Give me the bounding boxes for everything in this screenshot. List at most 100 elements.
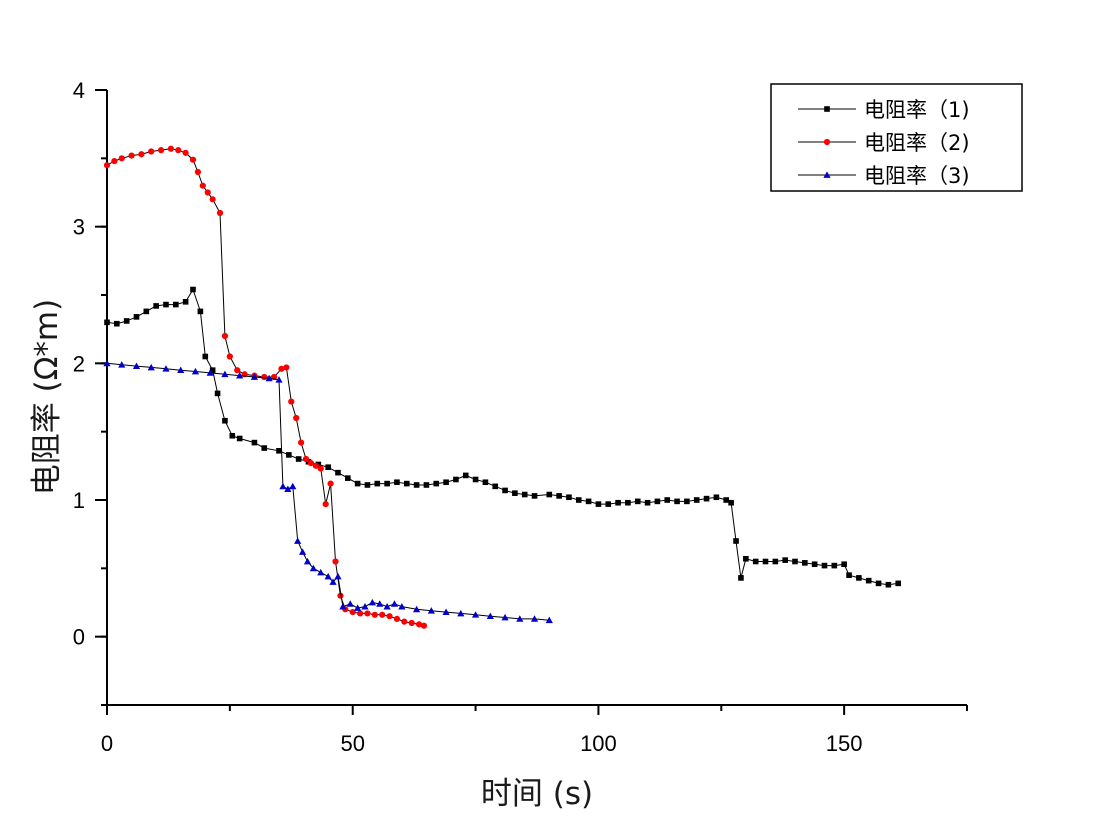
data-point [307,460,315,467]
x-tick-label: 50 [340,731,364,756]
legend-marker [824,106,830,112]
data-point [309,564,317,572]
data-point [123,318,130,324]
data-point [118,155,125,162]
data-point [403,480,410,487]
data-point [664,497,671,503]
data-point [802,560,808,566]
legend-marker [823,171,831,178]
data-point [472,476,479,483]
data-point [885,581,892,588]
data-point [462,472,469,479]
data-point [339,603,347,610]
data-point [128,152,135,159]
data-point [133,314,140,320]
data-point [147,363,155,371]
data-point [138,151,145,158]
legend-marker [823,138,831,146]
data-point [585,498,592,505]
data-point [398,603,406,610]
data-point [298,439,305,446]
data-point [408,619,415,627]
data-point [831,562,838,569]
legend: 电阻率（1) 电阻率（2) 电阻率（3) [770,83,1023,192]
data-point [177,366,185,374]
data-point [443,479,449,486]
data-point [723,497,729,503]
data-point [733,538,739,544]
y-tick-label: 1 [73,488,85,513]
data-point [531,493,538,499]
data-point [772,558,779,565]
data-point [286,452,292,458]
data-point [284,485,292,492]
data-point [317,465,324,472]
data-point [644,499,651,506]
data-point [384,480,390,487]
data-point [394,479,400,486]
data-point [427,607,435,614]
data-point [157,147,165,154]
data-point [278,365,285,372]
data-point [175,147,182,154]
y-axis-title: 电阻率 (Ω*m) [29,299,65,495]
x-tick-label: 100 [580,731,617,756]
data-point [229,432,236,439]
data-point [865,577,872,584]
data-point [167,145,174,152]
data-point [190,286,196,293]
data-point [471,611,480,618]
data-point [303,557,312,565]
data-point [104,319,110,326]
data-point [713,494,720,501]
data-point [162,365,170,372]
y-tick-label: 4 [73,78,85,103]
data-point [251,439,258,446]
data-point [846,572,852,578]
data-point [143,308,150,315]
data-point [595,501,602,507]
data-point [453,476,459,483]
data-point [728,499,734,506]
data-point [502,487,508,494]
data-point [132,362,141,369]
series-1 [104,286,901,588]
data-point [634,498,641,505]
data-point [442,608,450,615]
data-point [364,610,371,617]
data-point [762,558,769,565]
data-point [293,414,300,422]
data-point [356,610,364,617]
data-point [182,299,189,305]
data-point [202,353,209,360]
data-point [486,612,494,620]
data-point [265,374,273,382]
data-point [103,359,111,367]
legend-box [770,83,1023,192]
data-point [841,561,847,568]
data-point [546,491,553,498]
y-tick-label: 2 [73,351,85,376]
data-point [148,148,155,155]
data-point [204,189,211,196]
data-point [302,455,310,463]
data-point [782,557,788,563]
data-point [261,373,268,381]
y-tick-label: 3 [73,215,85,240]
data-point [317,568,325,576]
data-point [206,369,214,376]
legend-label: 电阻率（3) [864,164,970,188]
data-point [654,498,661,505]
series-2 [103,145,428,629]
data-point [289,482,297,490]
data-point [821,562,828,569]
data-point [386,613,393,620]
data-point [393,615,401,623]
data-point [530,615,539,622]
data-point [221,370,229,378]
data-point [327,480,334,487]
data-point [332,558,339,565]
data-point [114,320,120,327]
data-point [345,475,351,481]
